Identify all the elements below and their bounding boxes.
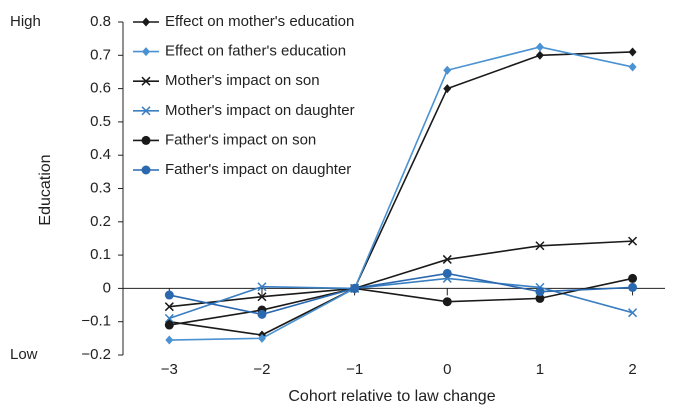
x-tick-label: 0 xyxy=(443,361,451,378)
point xyxy=(442,254,452,264)
y-tick-label: −0.1 xyxy=(81,313,111,330)
point xyxy=(628,47,637,57)
legend-marker xyxy=(141,106,151,116)
point xyxy=(164,320,174,330)
legend-label: Father's impact on son xyxy=(165,131,316,148)
point xyxy=(443,84,452,94)
point xyxy=(164,290,174,300)
y-tick-label: 0.6 xyxy=(90,80,111,97)
point xyxy=(628,282,638,292)
low-label: Low xyxy=(10,346,38,363)
legend-marker xyxy=(141,165,151,175)
legend-marker xyxy=(141,135,151,145)
point xyxy=(442,268,452,278)
point xyxy=(535,42,544,52)
x-tick-label: −3 xyxy=(161,361,178,378)
point xyxy=(443,65,452,75)
y-tick-label: 0.4 xyxy=(90,146,111,163)
series-line xyxy=(169,46,633,341)
y-tick-label: 0 xyxy=(103,279,111,296)
point xyxy=(164,313,174,323)
x-tick-label: 2 xyxy=(628,361,636,378)
x-axis-label: Cohort relative to law change xyxy=(288,388,495,405)
series-line xyxy=(169,277,633,320)
y-tick-label: 0.5 xyxy=(90,113,111,130)
y-axis-label: Education xyxy=(37,154,54,225)
point xyxy=(165,335,174,345)
point xyxy=(628,273,638,283)
point xyxy=(257,292,267,302)
point xyxy=(257,309,267,319)
x-tick-label: −2 xyxy=(253,361,270,378)
x-tick-label: −1 xyxy=(346,361,363,378)
legend-marker xyxy=(141,76,151,86)
legend-label: Effect on father's education xyxy=(165,43,346,60)
point xyxy=(535,287,545,297)
point xyxy=(628,308,638,318)
legend-marker xyxy=(142,17,150,27)
point xyxy=(257,333,266,343)
series-line xyxy=(169,51,633,336)
point xyxy=(164,302,174,312)
legend-label: Mother's impact on son xyxy=(165,72,320,89)
point xyxy=(535,293,545,303)
legend-label: Mother's impact on daughter xyxy=(165,102,355,119)
y-tick-label: 0.3 xyxy=(90,179,111,196)
y-tick-label: 0.2 xyxy=(90,213,111,230)
series-line xyxy=(169,240,633,308)
y-tick-label: 0.8 xyxy=(90,13,111,30)
legend-marker xyxy=(142,47,150,57)
point xyxy=(628,62,637,72)
y-tick-label: −0.2 xyxy=(81,346,111,363)
legend-label: Effect on mother's education xyxy=(165,13,354,30)
high-label: High xyxy=(10,13,41,30)
point xyxy=(628,236,638,246)
point xyxy=(257,282,267,292)
point xyxy=(350,283,360,293)
point xyxy=(442,297,452,307)
series-line xyxy=(169,277,633,326)
y-tick-label: 0.7 xyxy=(90,46,111,63)
legend-label: Father's impact on daughter xyxy=(165,161,351,178)
x-tick-label: 1 xyxy=(536,361,544,378)
point xyxy=(535,241,545,251)
series-line xyxy=(169,272,633,316)
y-tick-label: 0.1 xyxy=(90,246,111,263)
point xyxy=(535,50,544,60)
